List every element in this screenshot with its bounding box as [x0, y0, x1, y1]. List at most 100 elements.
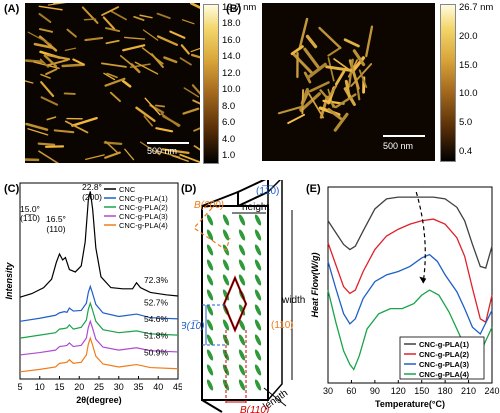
- height-label: height: [242, 202, 269, 213]
- cellulose-chain: [254, 379, 262, 391]
- cnc-g-pla-fibril: [307, 91, 325, 119]
- dsc-x-tick-label: 30: [323, 386, 333, 396]
- cnc-fibril: [192, 99, 200, 105]
- cellulose-chain: [222, 259, 230, 271]
- dsc-legend-label: CNC-g-PLA(2): [419, 350, 469, 359]
- colorbar-a-tick: 14.0: [222, 51, 241, 63]
- cnc-fibril: [39, 58, 49, 68]
- xrd-x-tick-label: 20: [74, 382, 84, 392]
- colorbar-a-tick: 10.0: [222, 84, 241, 96]
- dsc-trend-arrowhead: [419, 276, 427, 284]
- xrd-peak-label: (200): [82, 192, 102, 202]
- xrd-x-tick-label: 5: [17, 382, 22, 392]
- cnc-g-pla-fibril: [305, 34, 318, 49]
- cnc-fibril: [193, 145, 200, 151]
- cnc-fibril: [38, 12, 52, 23]
- cnc-fibril: [181, 19, 195, 25]
- cellulose-chain: [206, 349, 214, 361]
- cellulose-chain: [206, 289, 214, 301]
- xrd-peak-label: (1̅1̅0): [20, 213, 40, 223]
- cnc-fibril: [124, 148, 135, 161]
- xrd-legend-label: CNC-g-PLA(4): [119, 221, 168, 230]
- cnc-fibril: [155, 127, 174, 133]
- cellulose-chain: [254, 304, 262, 316]
- cnc-fibril: [161, 148, 190, 155]
- cnc-fibril: [182, 107, 200, 115]
- cnc-fibril: [38, 35, 58, 52]
- dsc-legend-label: CNC-g-PLA(1): [419, 340, 469, 349]
- cnc-fibril: [27, 31, 52, 46]
- cellulose-chain: [254, 214, 262, 226]
- cnc-fibril: [193, 127, 200, 132]
- scale-bar-b-label: 500 nm: [383, 141, 414, 151]
- xrd-x-tick-label: 40: [153, 382, 163, 392]
- cnc-fibril: [85, 154, 105, 161]
- dsc-x-tick-label: 120: [391, 386, 406, 396]
- colorbar-a-tick: 19.7 nm: [222, 2, 257, 13]
- scale-bar-a: [147, 142, 189, 144]
- cnc-g-pla-fibril: [299, 92, 321, 112]
- afm-image-a: 500 nm: [25, 3, 200, 163]
- cellulose-chain: [254, 244, 262, 256]
- cellulose-chain: [206, 304, 214, 316]
- cnc-fibril: [40, 81, 55, 97]
- xrd-x-tick-label: 10: [35, 382, 45, 392]
- dsc-legend-label: CNC-g-PLA(3): [419, 360, 469, 369]
- xrd-x-tick-label: 25: [94, 382, 104, 392]
- unit-cell-diamond-inner: [223, 276, 247, 332]
- cnc-g-pla-fibril: [352, 49, 366, 67]
- box-side-face: [267, 180, 283, 402]
- colorbar-b-tick: 20.0: [459, 30, 478, 42]
- b200-outline: [193, 207, 231, 251]
- crystal-schematic: height width length (1̅1̅0) (110) B(200)…: [182, 180, 305, 413]
- cellulose-chain: [254, 259, 262, 271]
- cnc-g-pla-fibril: [291, 52, 314, 76]
- dsc-series-line: [327, 253, 493, 336]
- panel-label-b: (B): [226, 3, 242, 15]
- colorbar-a-tick: 12.0: [222, 67, 241, 79]
- cnc-fibril: [83, 18, 97, 21]
- cnc-fibril: [179, 57, 192, 66]
- xrd-x-tick-label: 35: [133, 382, 143, 392]
- cnc-fibril: [38, 28, 54, 33]
- colorbar-a-tick: 18.0: [222, 18, 241, 30]
- cnc-fibril: [135, 106, 156, 123]
- cnc-fibril: [169, 30, 186, 39]
- xrd-crystallinity-label: 52.7%: [144, 298, 169, 308]
- cnc-fibril: [142, 29, 159, 41]
- cnc-g-pla-fibril: [334, 93, 357, 109]
- cnc-fibril: [46, 53, 71, 61]
- cnc-g-pla-fibril: [318, 26, 342, 50]
- dsc-x-tick-label: 180: [438, 386, 453, 396]
- cellulose-chain: [206, 229, 214, 241]
- xrd-crystallinity-label: 72.3%: [144, 275, 169, 285]
- xrd-x-tick-label: 15: [54, 382, 64, 392]
- dsc-x-tick-label: 240: [484, 386, 499, 396]
- xrd-chart: 5 10 15 20 25 30 35 40 45 2θ(degree) Intensity 72.3…: [4, 182, 182, 405]
- cnc-g-pla-fibril: [327, 108, 343, 120]
- colorbar-a-tick: 1.0: [222, 150, 236, 161]
- cnc-g-pla-fibril: [303, 47, 322, 71]
- cnc-fibril: [25, 80, 34, 84]
- scale-bar-b: [383, 135, 425, 137]
- cellulose-chain: [206, 364, 214, 376]
- cnc-fibril: [38, 150, 59, 163]
- cnc-fibril: [40, 96, 59, 106]
- cnc-g-pla-fibril: [327, 47, 340, 57]
- cellulose-chain: [238, 214, 246, 226]
- cnc-fibril: [71, 116, 98, 127]
- cnc-g-pla-fibril: [298, 17, 309, 49]
- colorbar-a-tick: 4.0: [222, 133, 236, 145]
- cnc-fibril: [64, 47, 77, 51]
- cnc-fibril: [171, 154, 189, 162]
- panel-label-d: (D): [181, 183, 197, 195]
- cnc-fibril: [183, 87, 200, 98]
- cellulose-chain: [238, 319, 246, 331]
- cnc-fibril: [133, 15, 145, 21]
- cellulose-chain: [238, 304, 246, 316]
- xrd-series-line: [19, 191, 179, 298]
- cellulose-chain: [254, 349, 262, 361]
- cnc-fibril: [66, 28, 77, 38]
- cnc-fibril: [101, 6, 120, 16]
- cnc-fibril: [45, 68, 58, 76]
